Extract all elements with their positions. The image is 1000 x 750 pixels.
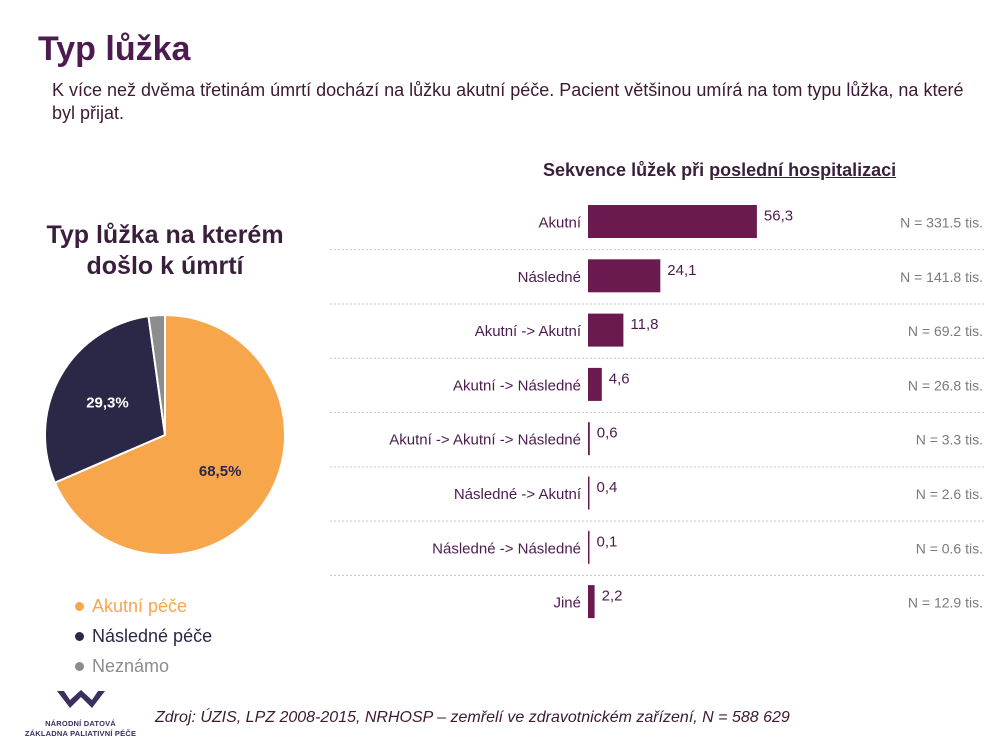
bar-category-label: Akutní bbox=[538, 215, 581, 232]
bar-value-label: 56,3 bbox=[764, 208, 793, 225]
bar-chart: Akutní 56,3 N = 331.5 tis. Následné 24,1 N = … bbox=[330, 205, 985, 619]
pie-title-line-2: došlo k úmrtí bbox=[86, 252, 244, 280]
logo-text-line-2: ZÁKLADNA PALIATIVNÍ PÉČE bbox=[24, 729, 137, 738]
page-subtitle: K více než dvěma třetinám úmrtí dochází … bbox=[52, 80, 964, 123]
bar-value-label: 11,8 bbox=[630, 316, 658, 333]
legend-label-acute: Akutní péče bbox=[92, 596, 188, 616]
bar-0 bbox=[588, 205, 757, 238]
bar-n-label: N = 0.6 tis. bbox=[916, 540, 983, 556]
legend-dot-followup bbox=[75, 631, 84, 641]
ndzpp-logo: NÁRODNÍ DATOVÁ ZÁKLADNA PALIATIVNÍ PÉČE bbox=[18, 688, 143, 739]
bar-value-label: 2,2 bbox=[602, 588, 623, 605]
bar-value-label: 4,6 bbox=[609, 370, 630, 387]
bar-n-label: N = 69.2 tis. bbox=[908, 323, 983, 339]
bar-category-label: Následné -> Následné bbox=[432, 540, 581, 557]
pie-slice-n-sledn-p-e bbox=[44, 315, 167, 484]
bar-value-label: 0,1 bbox=[597, 533, 618, 550]
bar-5 bbox=[588, 476, 590, 510]
pie-chart-title: Typ lůžka na kterém došlo k úmrtí bbox=[20, 220, 310, 282]
bar-6 bbox=[588, 530, 590, 564]
pie-chart: 68,5% 29,3% bbox=[44, 313, 286, 556]
legend-label-followup: Následné péče bbox=[92, 626, 213, 646]
bar-value-label: 0,6 bbox=[597, 425, 618, 442]
logo-text-line-1: NÁRODNÍ DATOVÁ bbox=[45, 719, 116, 728]
legend-item-acute: Akutní péče bbox=[75, 591, 212, 621]
pie-slice-label-akutn-p-e: 68,5% bbox=[199, 463, 242, 480]
bar-category-label: Akutní -> Akutní -> Následné bbox=[389, 432, 581, 449]
bar-category-label: Následné bbox=[518, 269, 581, 286]
legend-label-unknown: Neznámo bbox=[92, 656, 170, 676]
bar-1 bbox=[588, 259, 661, 293]
page-title: Typ lůžka bbox=[38, 30, 191, 68]
pie-legend: Akutní péče Následné péče Neznámo bbox=[75, 591, 212, 681]
legend-dot-acute bbox=[75, 601, 84, 611]
bar-category-label: Následné -> Akutní bbox=[454, 486, 582, 503]
bar-n-label: N = 141.8 tis. bbox=[900, 269, 983, 285]
logo-mark-icon bbox=[56, 690, 105, 708]
bar-2 bbox=[588, 313, 624, 347]
bar-n-label: N = 331.5 tis. bbox=[900, 215, 983, 231]
bar-n-label: N = 12.9 tis. bbox=[908, 595, 983, 611]
bar-category-label: Akutní -> Akutní bbox=[475, 323, 582, 340]
pie-slice-label-n-sledn-p-e: 29,3% bbox=[86, 395, 129, 412]
bar-3 bbox=[588, 367, 602, 401]
pie-title-line-1: Typ lůžka na kterém bbox=[46, 221, 284, 249]
pie-slice-nezn-mo bbox=[147, 313, 166, 436]
bar-category-label: Akutní -> Následné bbox=[453, 377, 581, 394]
bar-value-label: 24,1 bbox=[667, 262, 696, 279]
pie-slice-akutn-p-e bbox=[53, 313, 286, 556]
bar-n-label: N = 2.6 tis. bbox=[916, 486, 983, 502]
bar-value-label: 0,4 bbox=[597, 479, 618, 496]
bar-n-label: N = 26.8 tis. bbox=[908, 377, 983, 393]
bar-chart-title: Sekvence lůžek při poslední hospitalizac… bbox=[543, 160, 896, 181]
bar-title-underlined: poslední hospitalizaci bbox=[709, 160, 897, 180]
bar-category-label: Jiné bbox=[553, 595, 581, 612]
bar-7 bbox=[588, 585, 595, 619]
bar-title-prefix: Sekvence lůžek při bbox=[543, 160, 705, 180]
legend-item-unknown: Neznámo bbox=[75, 651, 212, 681]
legend-item-followup: Následné péče bbox=[75, 621, 212, 651]
source-note: Zdroj: ÚZIS, LPZ 2008-2015, NRHOSP – zem… bbox=[155, 709, 790, 726]
legend-dot-unknown bbox=[75, 661, 84, 671]
bar-n-label: N = 3.3 tis. bbox=[916, 432, 983, 448]
bar-4 bbox=[588, 422, 590, 456]
